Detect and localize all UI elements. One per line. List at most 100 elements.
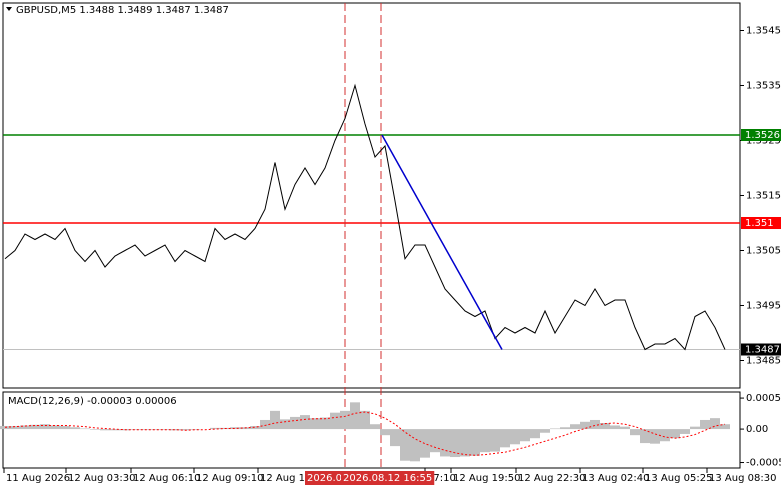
histogram-bar <box>310 418 320 430</box>
y-tick-label: 1.3495 <box>746 301 781 312</box>
x-tick-label: 12 Aug 19:50 <box>453 473 520 484</box>
histogram-bar <box>640 429 650 444</box>
vertical-line-tag <box>341 471 435 485</box>
histogram-bar <box>630 429 640 436</box>
x-tick-label: 12 Aug 03:30 <box>68 473 135 484</box>
x-tick-label: 12 Aug 09:10 <box>196 473 263 484</box>
histogram-bar <box>330 412 340 430</box>
histogram-bar <box>550 428 560 430</box>
histogram-bar <box>460 429 470 457</box>
histogram-bar <box>20 425 30 430</box>
histogram-bar <box>590 419 600 430</box>
y-tick-label: 0.00051 <box>746 393 781 404</box>
signal-line <box>4 411 726 456</box>
histogram-bar <box>700 419 710 430</box>
x-tick-label: 12 Aug 22:30 <box>518 473 585 484</box>
histogram-bar <box>540 429 550 433</box>
histogram-bar <box>680 429 690 434</box>
histogram-bar <box>80 428 90 430</box>
histogram-bar <box>450 429 460 458</box>
x-tick-label: 11 Aug 2026 <box>6 473 70 484</box>
histogram-bar <box>500 429 510 448</box>
menu-arrow[interactable] <box>6 7 12 11</box>
histogram-bar <box>180 429 190 431</box>
y-tick-label: 0.00 <box>746 424 768 435</box>
histogram-bar <box>530 429 540 439</box>
current-price-label: 1.3487 <box>745 345 780 356</box>
level-tag-label: 1.3526 <box>745 130 780 141</box>
histogram-bar <box>170 429 180 431</box>
y-tick-label: -0.00055 <box>746 458 781 469</box>
price-line <box>4 83 726 351</box>
trend-line <box>381 134 503 350</box>
y-tick-label: 1.3515 <box>746 191 781 202</box>
histogram-bar <box>0 426 10 430</box>
histogram-bar <box>70 427 80 430</box>
histogram-bar <box>340 410 350 430</box>
histogram-bar <box>420 429 430 458</box>
histogram-bar <box>210 427 220 430</box>
level-tag <box>741 217 781 229</box>
histogram-bar <box>650 429 660 444</box>
histogram-bar <box>100 429 110 431</box>
level-tag <box>741 129 781 141</box>
histogram-bar <box>290 416 300 430</box>
histogram-bar <box>250 426 260 430</box>
histogram-bar <box>560 427 570 430</box>
x-tick-label: 12 Aug 11: <box>260 473 315 484</box>
histogram-bar <box>130 429 140 430</box>
histogram-bar <box>10 426 20 430</box>
chart-title: GBPUSD,M5 1.3488 1.3489 1.3487 1.3487 <box>16 5 229 16</box>
histogram-bar <box>520 429 530 442</box>
histogram-bar <box>60 426 70 430</box>
x-tick-label: 13 Aug 05:25 <box>645 473 712 484</box>
histogram-bar <box>380 429 390 436</box>
histogram-bar <box>110 429 120 431</box>
x-tick-label: 17:10 <box>427 473 456 484</box>
histogram-bar <box>660 429 670 442</box>
histogram-bar <box>710 418 720 430</box>
histogram-bar <box>670 429 680 439</box>
histogram-bar <box>600 423 610 430</box>
histogram-bar <box>280 419 290 430</box>
histogram-bar <box>230 427 240 430</box>
histogram-bar <box>50 425 60 430</box>
histogram-bar <box>90 429 100 430</box>
x-tick-label: 13 Aug 02:40 <box>582 473 649 484</box>
y-tick-label: 1.3485 <box>746 356 781 367</box>
level-tag-label: 1.351 <box>745 218 774 229</box>
histogram-bar <box>260 419 270 430</box>
histogram-bar <box>490 429 500 452</box>
y-tick-label: 1.3535 <box>746 81 781 92</box>
y-tick-label: 1.3505 <box>746 246 781 257</box>
vertical-line-label: 2026.08.12 16:55 <box>343 473 432 484</box>
histogram-bar <box>270 410 280 430</box>
histogram-bar <box>410 429 420 462</box>
histogram-bar <box>620 426 630 430</box>
macd-frame <box>2 391 741 469</box>
histogram-bar <box>300 415 310 430</box>
histogram-bar <box>440 429 450 457</box>
histogram-bar <box>40 424 50 430</box>
histogram-bar <box>470 429 480 456</box>
vertical-line-tag <box>305 471 351 485</box>
x-tick-label: 13 Aug 08:30 <box>709 473 776 484</box>
y-tick-label: 1.3545 <box>746 26 781 37</box>
current-price-tag <box>741 343 781 356</box>
histogram-bar <box>430 429 440 453</box>
histogram-bar <box>480 429 490 453</box>
histogram-bar <box>690 426 700 430</box>
x-tick-label: 12 Aug 06:10 <box>133 473 200 484</box>
histogram-bar <box>390 429 400 447</box>
vertical-line-label: 2026.08 <box>307 473 348 484</box>
histogram-bar <box>370 424 380 430</box>
histogram-bar <box>320 417 330 430</box>
histogram-bar <box>570 424 580 430</box>
histogram-bar <box>190 429 200 430</box>
histogram-bar <box>150 429 160 430</box>
histogram-bar <box>580 421 590 430</box>
histogram-bar <box>30 424 40 430</box>
histogram-bar <box>510 429 520 445</box>
